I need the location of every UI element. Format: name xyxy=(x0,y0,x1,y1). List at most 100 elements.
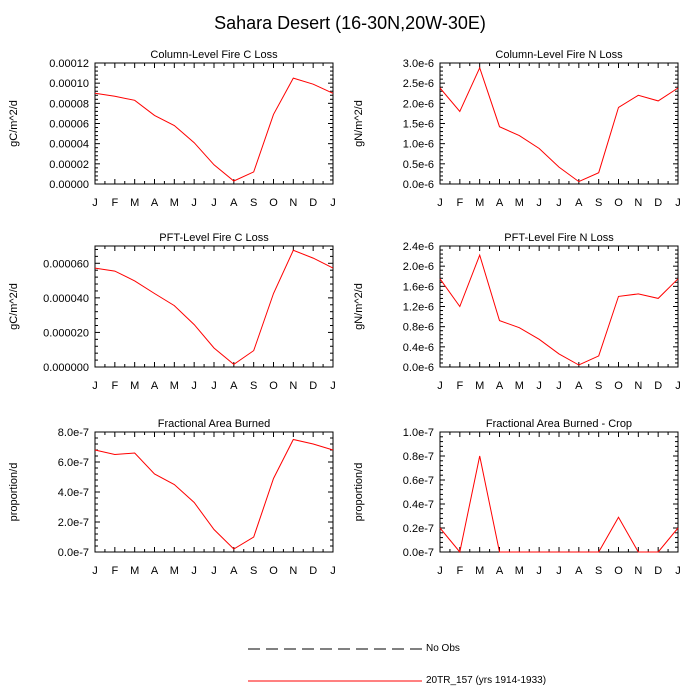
x-tick-label: S xyxy=(595,380,602,392)
x-tick-label: O xyxy=(614,380,623,392)
x-tick-label: J xyxy=(675,197,681,209)
legend-model-label: 20TR_157 (yrs 1914-1933) xyxy=(426,675,547,686)
legend-obs-label: No Obs xyxy=(426,643,460,654)
panel-6: Fractional Area Burned - Crop proportion/… xyxy=(353,418,681,577)
y-tick-label: 0.0e-7 xyxy=(403,547,434,559)
x-tick-label: M xyxy=(475,197,484,209)
x-tick-label: A xyxy=(496,380,504,392)
x-tick-label: N xyxy=(634,380,642,392)
x-tick-label: O xyxy=(614,197,623,209)
y-tick-label: 1.0e-7 xyxy=(403,427,434,439)
y-tick-label: 3.0e-6 xyxy=(403,58,434,70)
y-tick-label: 0.0e-7 xyxy=(58,547,89,559)
x-tick-label: S xyxy=(250,565,257,577)
x-tick-label: A xyxy=(151,197,159,209)
series-line xyxy=(439,253,679,366)
y-tick-label: 1.5e-6 xyxy=(403,119,434,131)
x-tick-label: J xyxy=(191,565,197,577)
y-tick-label: 0.4e-6 xyxy=(403,342,434,354)
x-tick-label: M xyxy=(170,565,179,577)
y-tick-label: 1.6e-6 xyxy=(403,281,434,293)
x-tick-label: J xyxy=(437,380,443,392)
y-tick-label: 0.000020 xyxy=(43,327,89,339)
y-tick-label: 0.000060 xyxy=(43,258,89,270)
x-tick-label: O xyxy=(269,380,278,392)
x-tick-label: O xyxy=(269,565,278,577)
x-tick-label: J xyxy=(536,380,542,392)
x-tick-label: N xyxy=(289,380,297,392)
y-tick-label: 0.4e-7 xyxy=(403,499,434,511)
x-tick-label: F xyxy=(456,380,463,392)
x-tick-label: M xyxy=(170,197,179,209)
x-tick-label: M xyxy=(475,380,484,392)
x-tick-label: F xyxy=(111,380,118,392)
x-tick-label: M xyxy=(130,197,139,209)
x-tick-label: S xyxy=(595,197,602,209)
x-tick-label: A xyxy=(575,380,583,392)
x-tick-label: J xyxy=(556,565,562,577)
x-tick-label: A xyxy=(575,197,583,209)
x-tick-label: S xyxy=(250,197,257,209)
y-tick-label: 6.0e-7 xyxy=(58,457,89,469)
y-tick-label: 0.000000 xyxy=(43,362,89,374)
x-tick-label: J xyxy=(211,197,217,209)
x-tick-label: J xyxy=(92,565,98,577)
x-tick-label: D xyxy=(654,380,662,392)
y-axis-label: gN/m^2/d xyxy=(353,100,365,147)
x-tick-label: J xyxy=(675,380,681,392)
x-tick-label: M xyxy=(515,197,524,209)
y-tick-label: 0.000040 xyxy=(43,293,89,305)
x-tick-label: J xyxy=(92,197,98,209)
x-tick-label: O xyxy=(269,197,278,209)
plot-frame xyxy=(94,245,334,368)
y-tick-label: 2.5e-6 xyxy=(403,78,434,90)
y-tick-label: 0.8e-7 xyxy=(403,451,434,463)
series-line xyxy=(94,77,334,182)
x-tick-label: A xyxy=(575,565,583,577)
y-axis-label: proportion/d xyxy=(353,463,365,522)
series-line xyxy=(439,455,679,554)
x-tick-label: A xyxy=(230,565,238,577)
x-tick-label: J xyxy=(437,565,443,577)
x-tick-label: J xyxy=(536,565,542,577)
x-tick-label: D xyxy=(654,197,662,209)
x-tick-label: N xyxy=(634,197,642,209)
x-tick-label: J xyxy=(556,197,562,209)
y-tick-label: 0.00002 xyxy=(49,159,89,171)
y-axis-label: gC/m^2/d xyxy=(8,283,20,330)
y-tick-label: 2.0e-6 xyxy=(403,261,434,273)
x-tick-label: J xyxy=(330,565,336,577)
x-tick-label: M xyxy=(130,565,139,577)
y-axis-label: gN/m^2/d xyxy=(353,283,365,330)
y-tick-label: 0.00008 xyxy=(49,98,89,110)
y-tick-label: 1.0e-6 xyxy=(403,139,434,151)
y-tick-label: 0.00012 xyxy=(49,58,89,70)
x-tick-label: A xyxy=(230,380,238,392)
x-tick-label: D xyxy=(309,380,317,392)
x-tick-label: J xyxy=(211,565,217,577)
y-tick-label: 0.0e-6 xyxy=(403,362,434,374)
x-tick-label: J xyxy=(191,380,197,392)
y-tick-label: 0.00004 xyxy=(49,139,89,151)
y-axis-label: proportion/d xyxy=(8,463,20,522)
series-line xyxy=(94,249,334,366)
x-tick-label: M xyxy=(515,565,524,577)
plot-frame xyxy=(439,62,679,185)
x-tick-label: J xyxy=(330,197,336,209)
y-tick-label: 4.0e-7 xyxy=(58,487,89,499)
x-tick-label: F xyxy=(456,565,463,577)
x-tick-label: F xyxy=(456,197,463,209)
y-tick-label: 2.4e-6 xyxy=(403,241,434,253)
plot-frame xyxy=(439,431,679,553)
x-tick-label: N xyxy=(289,197,297,209)
x-tick-label: D xyxy=(309,197,317,209)
series-line xyxy=(94,438,334,550)
x-tick-label: J xyxy=(437,197,443,209)
y-tick-label: 0.5e-6 xyxy=(403,159,434,171)
y-tick-label: 0.00000 xyxy=(49,179,89,191)
x-tick-label: A xyxy=(151,380,159,392)
panel-title: PFT-Level Fire N Loss xyxy=(504,232,614,244)
y-tick-label: 2.0e-6 xyxy=(403,98,434,110)
